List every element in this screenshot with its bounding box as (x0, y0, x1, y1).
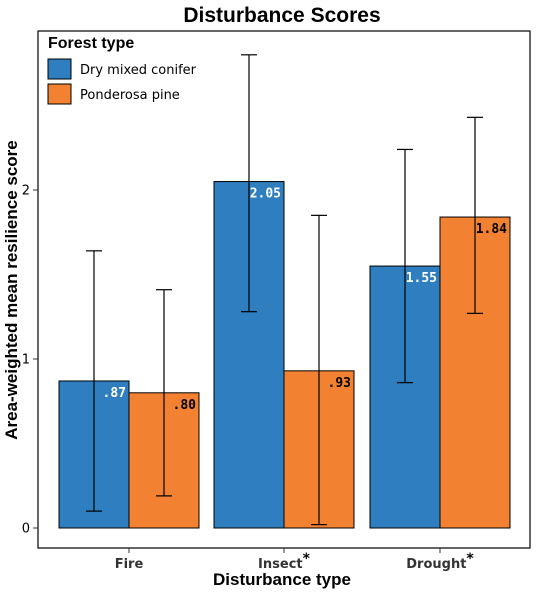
legend: Forest type Dry mixed conifer Ponderosa p… (47, 35, 197, 105)
bars-layer (58, 181, 511, 529)
y-tick-label: 0 (22, 522, 30, 537)
y-axis-title: Area-weighted mean resilience score (2, 140, 21, 440)
x-tick-label: Fire (115, 557, 144, 572)
legend-label: Ponderosa pine (80, 88, 180, 103)
error-bar (86, 250, 102, 512)
y-tick-label: 1 (22, 353, 30, 368)
data-label: .87 (103, 386, 126, 401)
significance-mark: * (303, 551, 311, 567)
y-axis: 0 1 2 (22, 184, 38, 537)
significance-mark: * (466, 551, 474, 567)
data-label: .93 (328, 376, 351, 391)
error-bar (311, 214, 327, 526)
legend-title: Forest type (48, 35, 134, 52)
legend-swatch (47, 58, 72, 80)
category-name: Drought (406, 557, 466, 572)
x-axis: Fire Insect* Drought* (115, 548, 474, 572)
legend-label: Dry mixed conifer (80, 63, 197, 78)
error-bars-layer (86, 54, 483, 526)
data-labels-layer: .87 2.05 1.55 .80 .93 1.84 (103, 187, 508, 413)
data-label: 1.55 (406, 271, 437, 286)
y-tick-label: 2 (22, 184, 30, 199)
legend-swatch (47, 83, 72, 105)
error-bar (467, 116, 483, 314)
data-label: 1.84 (476, 222, 507, 237)
error-bar (397, 148, 413, 384)
data-label: 2.05 (250, 187, 281, 202)
category-name: Insect (258, 557, 303, 572)
chart-title: Disturbance Scores (183, 4, 380, 27)
data-label: .80 (173, 398, 197, 413)
x-tick-label: Drought* (406, 551, 474, 572)
x-axis-title: Disturbance type (213, 570, 351, 589)
x-tick-label: Insect* (258, 551, 311, 572)
category-name: Fire (115, 557, 144, 572)
error-bar (241, 54, 257, 313)
error-bar (156, 289, 172, 497)
